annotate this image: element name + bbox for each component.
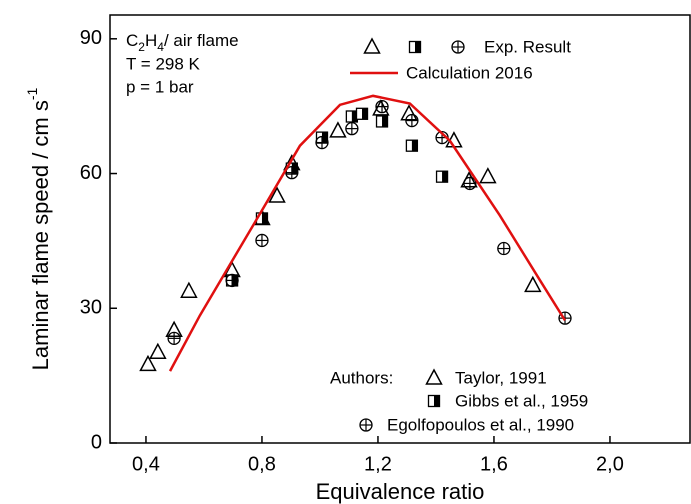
- marker-triangle: [149, 342, 167, 360]
- x-tick-label: 1,6: [480, 453, 508, 475]
- marker-circle-plus: [285, 165, 299, 180]
- marker-circle-plus: [255, 233, 269, 248]
- y-tick-label: 30: [80, 297, 102, 319]
- y-tick-label: 90: [80, 27, 102, 49]
- marker-triangle: [425, 368, 443, 385]
- calc-line: [168, 94, 567, 372]
- square-half: [261, 212, 268, 224]
- legend-label: Taylor, 1991: [455, 368, 547, 387]
- marker-circle-plus: [463, 176, 477, 191]
- square-half: [362, 108, 368, 120]
- marker-circle-plus: [225, 273, 239, 288]
- marker-circle-plus: [359, 418, 373, 432]
- annotation-part: C: [126, 31, 138, 50]
- marker-half-square: [427, 394, 441, 408]
- marker-half-square: [435, 170, 449, 183]
- marker-triangle: [372, 99, 390, 116]
- legend-label: Calculation 2016: [406, 63, 533, 82]
- x-tick-label: 1,2: [364, 453, 392, 475]
- triangle: [372, 99, 390, 116]
- square-half: [434, 395, 440, 407]
- triangle: [268, 186, 286, 203]
- triangle: [524, 275, 542, 293]
- marker-half-square: [355, 107, 369, 120]
- triangle: [149, 342, 167, 360]
- annotation-part: 4: [157, 40, 164, 54]
- y-axis-label-sup: -1: [24, 87, 40, 100]
- triangle: [400, 104, 418, 121]
- marker-triangle: [479, 167, 497, 184]
- marker-half-square: [345, 110, 359, 123]
- marker-half-square: [375, 115, 389, 128]
- marker-triangle: [363, 37, 381, 54]
- annotation-part: 2: [138, 40, 145, 54]
- annotation-line: T = 298 K: [126, 54, 201, 73]
- y-axis-label-main: Laminar flame speed / cm s: [28, 100, 53, 370]
- triangle: [425, 368, 443, 385]
- marker-circle-plus: [345, 121, 359, 136]
- y-tick-label: 0: [91, 431, 102, 453]
- annotation-part: H: [145, 31, 157, 50]
- triangle: [479, 167, 497, 184]
- square-half: [442, 171, 448, 183]
- triangle: [139, 354, 157, 372]
- marker-triangle: [268, 186, 286, 203]
- plot-frame: [109, 14, 691, 444]
- marker-circle-plus: [315, 135, 329, 150]
- marker-triangle: [180, 281, 198, 298]
- legend-label: Gibbs et al., 1959: [455, 391, 588, 410]
- marker-triangle: [524, 275, 542, 293]
- annotation-part: / air flame: [164, 31, 239, 50]
- square-half: [411, 140, 418, 152]
- y-axis-label: Laminar flame speed / cm s-1: [24, 87, 53, 370]
- legend-authors: Authors:: [330, 368, 393, 387]
- triangle: [180, 281, 198, 298]
- x-tick-label: 2,0: [596, 453, 624, 475]
- x-axis-label: Equivalence ratio: [316, 479, 485, 504]
- square-half: [382, 115, 388, 127]
- annotation-line: p = 1 bar: [126, 77, 194, 96]
- marker-circle-plus: [451, 40, 465, 54]
- x-tick-label: 0,8: [248, 453, 276, 475]
- marker-circle-plus: [405, 113, 419, 128]
- marker-half-square: [405, 139, 419, 152]
- marker-circle-plus: [375, 99, 389, 114]
- marker-triangle: [329, 121, 347, 138]
- marker-circle-plus: [497, 241, 511, 256]
- legend-label: Exp. Result: [484, 37, 571, 56]
- legend-label: Egolfopoulos et al., 1990: [387, 415, 574, 434]
- y-tick-label: 60: [80, 162, 102, 184]
- marker-triangle: [400, 104, 418, 121]
- square-half: [415, 41, 421, 53]
- triangle: [363, 37, 381, 54]
- square-half: [351, 110, 358, 122]
- x-tick-label: 0,4: [132, 453, 160, 475]
- annotation: C2H4/ air flame: [126, 31, 239, 54]
- marker-triangle: [139, 354, 157, 372]
- marker-circle-plus: [167, 331, 181, 346]
- square-half: [291, 163, 298, 175]
- triangle: [329, 121, 347, 138]
- marker-half-square: [408, 40, 422, 54]
